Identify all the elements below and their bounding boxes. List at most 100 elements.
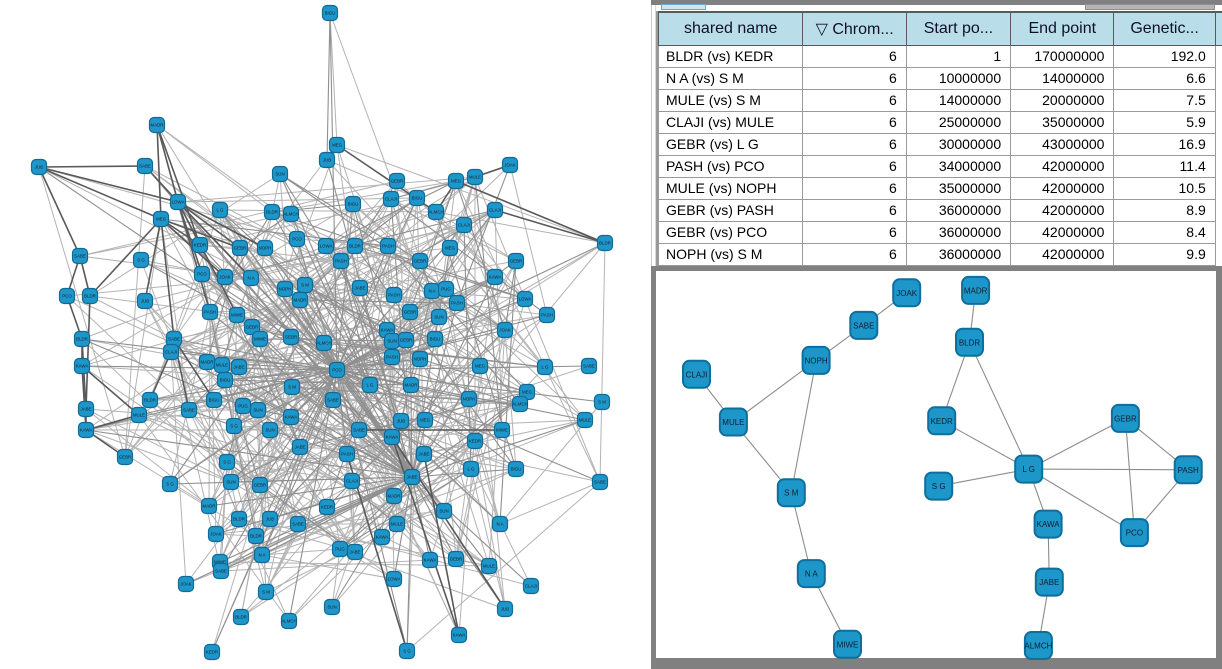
svg-text:KAWA: KAWA	[386, 435, 399, 440]
svg-text:MIWE: MIWE	[214, 560, 226, 565]
svg-text:PASH: PASH	[388, 293, 400, 298]
svg-text:ALMCH: ALMCH	[281, 619, 296, 624]
svg-text:JOAK: JOAK	[504, 163, 516, 168]
svg-text:KAWA: KAWA	[376, 535, 389, 540]
svg-text:KAWA: KAWA	[285, 415, 298, 420]
svg-text:ALMCH: ALMCH	[512, 402, 527, 407]
svg-text:S G: S G	[166, 482, 174, 487]
svg-text:MADR: MADR	[294, 298, 307, 303]
svg-text:S M: S M	[288, 385, 296, 390]
svg-text:SABE: SABE	[327, 398, 339, 403]
svg-text:SABE: SABE	[139, 164, 151, 169]
svg-text:GEBR: GEBR	[254, 483, 266, 488]
svg-text:MIWE: MIWE	[837, 640, 859, 649]
svg-text:ALMCH: ALMCH	[1024, 642, 1052, 651]
svg-text:GEBR: GEBR	[450, 557, 462, 562]
svg-text:KEDR: KEDR	[469, 439, 481, 444]
svg-text:GEBR: GEBR	[246, 325, 258, 330]
svg-text:JOAK: JOAK	[210, 532, 222, 537]
svg-text:PCO: PCO	[332, 368, 342, 373]
svg-text:MADR: MADR	[203, 504, 216, 509]
svg-text:MULE: MULE	[133, 413, 145, 418]
svg-text:KAWA: KAWA	[80, 428, 93, 433]
svg-text:N A: N A	[805, 570, 819, 579]
svg-text:PASH: PASH	[382, 244, 394, 249]
svg-text:GEBR: GEBR	[1114, 414, 1137, 423]
svg-text:BIGU: BIGU	[220, 378, 231, 383]
svg-text:PCO: PCO	[1126, 529, 1143, 538]
svg-text:MADR: MADR	[388, 494, 401, 499]
svg-text:NOPH: NOPH	[805, 356, 828, 365]
svg-text:N A: N A	[428, 289, 435, 294]
svg-text:JOAK: JOAK	[180, 582, 192, 587]
svg-text:KEDR: KEDR	[321, 505, 333, 510]
svg-text:GEBR: GEBR	[285, 335, 297, 340]
svg-text:JUB: JUB	[141, 299, 149, 304]
svg-text:GEBR: GEBR	[400, 338, 412, 343]
svg-text:S G: S G	[230, 424, 238, 429]
svg-text:JUB: JUB	[35, 165, 43, 170]
svg-text:PUG: PUG	[335, 547, 345, 552]
svg-text:JUB: JUB	[323, 158, 331, 163]
svg-text:NOPH: NOPH	[414, 357, 427, 362]
svg-text:JABE: JABE	[1039, 578, 1059, 587]
svg-text:BLDR: BLDR	[144, 398, 156, 403]
svg-text:SABE: SABE	[168, 337, 180, 342]
svg-text:BLDR: BLDR	[235, 615, 247, 620]
svg-text:ALMCH: ALMCH	[283, 212, 298, 217]
svg-text:MIWE: MIWE	[254, 337, 266, 342]
svg-text:SABE: SABE	[353, 428, 365, 433]
svg-text:S G: S G	[403, 649, 411, 654]
svg-text:JUB: JUB	[397, 419, 405, 424]
svg-text:PASH: PASH	[1178, 466, 1199, 475]
svg-text:GEBR: GEBR	[414, 259, 426, 264]
svg-text:JOAK: JOAK	[499, 328, 511, 333]
svg-text:PASH: PASH	[451, 301, 463, 306]
svg-text:BLDR: BLDR	[76, 337, 88, 342]
svg-text:MADR: MADR	[405, 383, 418, 388]
svg-text:KEDR: KEDR	[206, 650, 218, 655]
svg-text:KAWA: KAWA	[489, 275, 502, 280]
svg-text:SABE: SABE	[853, 321, 874, 330]
svg-text:CLAJI: CLAJI	[385, 197, 397, 202]
svg-text:S G: S G	[137, 258, 145, 263]
svg-text:NOPH: NOPH	[279, 287, 292, 292]
svg-text:LOWA: LOWA	[519, 297, 532, 302]
svg-text:PASH: PASH	[204, 310, 216, 315]
svg-text:S G: S G	[223, 460, 231, 465]
svg-text:BIGU: BIGU	[412, 196, 423, 201]
svg-text:KAWA: KAWA	[381, 328, 394, 333]
svg-text:JOAK: JOAK	[896, 289, 918, 298]
svg-text:SABE: SABE	[583, 364, 595, 369]
svg-text:MEG: MEG	[156, 217, 167, 222]
svg-text:N A: N A	[496, 522, 503, 527]
svg-text:L G: L G	[217, 208, 224, 213]
svg-text:BIGU: BIGU	[348, 202, 359, 207]
svg-text:CLAJI: CLAJI	[686, 370, 708, 379]
svg-text:MULE: MULE	[391, 522, 403, 527]
svg-text:N A: N A	[258, 553, 265, 558]
svg-text:GEBR: GEBR	[404, 310, 416, 315]
svg-text:SUN: SUN	[434, 315, 443, 320]
svg-text:PASH: PASH	[541, 313, 553, 318]
svg-text:JUB: JUB	[501, 607, 509, 612]
svg-text:MEG: MEG	[420, 418, 431, 423]
svg-text:SUN: SUN	[275, 172, 284, 177]
svg-text:JABE: JABE	[355, 286, 366, 291]
svg-text:MADR: MADR	[151, 123, 164, 128]
svg-text:LOWA: LOWA	[172, 200, 185, 205]
svg-text:L G: L G	[367, 383, 374, 388]
svg-text:KEDR: KEDR	[931, 417, 953, 426]
svg-text:MIWE: MIWE	[231, 313, 243, 318]
svg-text:BLDR: BLDR	[349, 244, 361, 249]
svg-text:SUN: SUN	[226, 480, 235, 485]
svg-text:KAWA: KAWA	[453, 633, 466, 638]
svg-text:MULE: MULE	[469, 175, 481, 180]
svg-text:BLDR: BLDR	[959, 338, 981, 347]
svg-text:LOWA: LOWA	[320, 244, 333, 249]
svg-text:PCO: PCO	[292, 237, 302, 242]
svg-text:S G: S G	[932, 482, 946, 491]
svg-text:JOAK: JOAK	[219, 275, 231, 280]
svg-text:JABE: JABE	[295, 445, 306, 450]
svg-text:CLAJI: CLAJI	[346, 479, 358, 484]
